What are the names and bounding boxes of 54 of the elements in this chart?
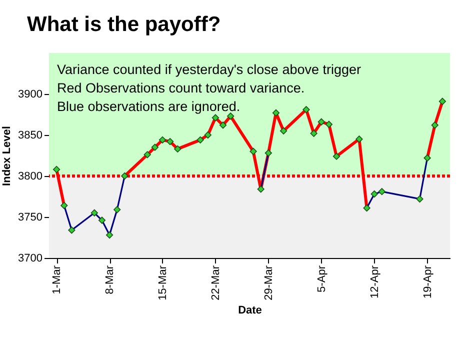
point (121, 172, 128, 180)
point (98, 216, 106, 224)
point (431, 122, 438, 129)
point (166, 138, 174, 146)
y-axis-title: Index Level (1, 126, 14, 186)
x-tick-label: 5-Apr (316, 265, 328, 292)
y-tick-label: 3850 (18, 130, 42, 142)
chart-title: What is the payoff? (27, 13, 221, 36)
x-tick-label: 15-Mar (156, 265, 169, 300)
annotation: Variance counted if yesterday's close above trigger (57, 62, 362, 77)
y-tick-label: 3800 (18, 170, 42, 182)
point (196, 136, 204, 144)
point (378, 188, 386, 196)
x-tick-label: 1-Mar (51, 265, 64, 294)
point (332, 152, 340, 160)
point (424, 154, 431, 162)
point (250, 148, 257, 155)
point (363, 204, 370, 212)
point (212, 114, 220, 122)
point (114, 206, 121, 214)
point (90, 209, 98, 216)
point (356, 136, 363, 143)
y-tick-label: 3700 (18, 252, 42, 264)
point (280, 127, 288, 134)
point (416, 195, 424, 203)
x-tick-label: 29-Mar (262, 265, 275, 300)
point (310, 130, 318, 137)
point (302, 106, 310, 114)
point (151, 144, 158, 151)
point (370, 190, 378, 198)
point (60, 202, 68, 210)
x-tick-label: 22-Mar (210, 265, 222, 300)
point (325, 120, 333, 128)
annotation: Blue observations are ignored. (57, 99, 240, 114)
point (158, 136, 166, 144)
y-tick-label: 3750 (18, 212, 42, 224)
point (68, 226, 76, 234)
point (272, 109, 280, 116)
point (106, 231, 114, 239)
x-tick-label: 12-Apr (368, 265, 381, 299)
annotation: Red Observations count toward variance. (57, 80, 305, 96)
point (318, 118, 325, 126)
point (438, 98, 446, 105)
point (204, 131, 212, 139)
point (264, 149, 272, 157)
point (174, 145, 182, 152)
y-tick-label: 3900 (18, 88, 42, 100)
point (219, 122, 227, 129)
x-axis-title: Date (238, 304, 262, 316)
x-tick-label: 8-Mar (104, 265, 116, 294)
point (53, 166, 60, 173)
point (257, 186, 264, 193)
x-tick-label: 19-Apr (422, 265, 434, 299)
point (144, 151, 151, 158)
